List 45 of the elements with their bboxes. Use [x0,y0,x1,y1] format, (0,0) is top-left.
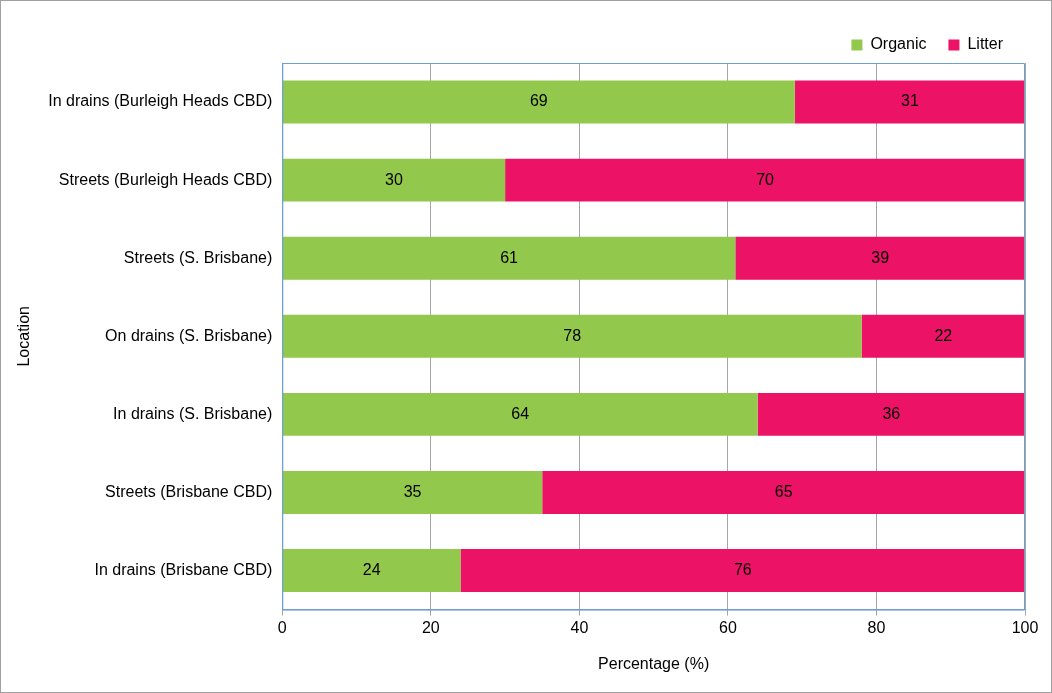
bar [282,471,543,514]
y-tick-label: On drains (S. Brisbane) [105,326,273,344]
x-axis-title: Percentage (%) [598,654,710,672]
bar [282,392,758,436]
data-label: 69 [529,92,548,110]
legend-label: Litter [967,35,1004,53]
x-tick-label: 60 [719,618,737,636]
bar [282,314,862,358]
y-tick-label: Streets (Brisbane CBD) [105,482,273,500]
data-label: 31 [900,92,919,110]
bar [794,80,1025,124]
y-tick-label: Streets (S. Brisbane) [123,248,273,266]
data-label: 78 [563,326,582,344]
data-label: 36 [882,404,901,422]
data-label: 24 [362,560,381,578]
y-axis-title: Location [15,306,33,367]
x-tick-label: 20 [421,618,440,636]
x-tick-label: 100 [1011,618,1039,636]
bar [861,314,1025,358]
data-label: 30 [385,170,403,188]
data-label: 39 [871,248,890,266]
y-tick-label: Streets (Burleigh Heads CBD) [58,170,273,188]
data-label: 64 [511,404,530,422]
data-label: 70 [756,170,775,188]
bar [460,549,1025,593]
data-label: 61 [500,248,519,266]
x-tick-label: 0 [277,618,287,636]
y-tick-label: In drains (S. Brisbane) [113,404,273,422]
y-tick-label: In drains (Burleigh Heads CBD) [48,92,273,110]
legend-label: Organic [870,35,927,53]
bar [282,549,461,593]
data-label: 35 [403,482,422,500]
x-tick-label: 40 [570,618,589,636]
bar [542,471,1025,514]
bar [505,158,1025,202]
bar [282,236,736,280]
data-label: 76 [733,560,752,578]
bar [282,158,506,202]
bar [282,80,795,124]
bar [757,392,1025,436]
y-tick-label: In drains (Brisbane CBD) [94,560,273,578]
data-label: 65 [774,482,793,500]
bar [735,236,1025,280]
x-tick-label: 80 [867,618,886,636]
data-label: 22 [934,326,953,344]
